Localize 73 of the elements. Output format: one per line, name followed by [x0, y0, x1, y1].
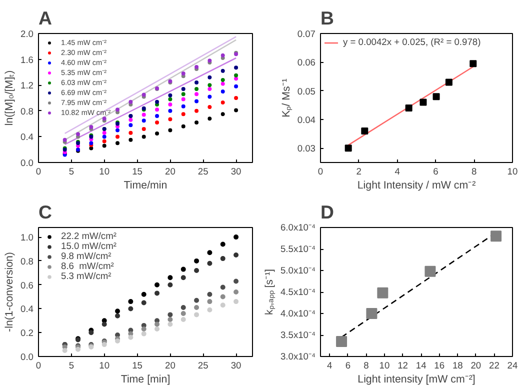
y-tick-label: 4.0x10⁻⁴	[280, 308, 316, 318]
y-axis-title: -ln(1-conversion)	[4, 252, 16, 332]
y-tick-label: 0.0	[20, 158, 34, 168]
x-tick-label: 20	[165, 166, 176, 176]
legend-label: y = 0.0042x + 0.025, (R² = 0.978)	[343, 37, 481, 47]
x-tick-label: 0	[318, 166, 324, 176]
chart-title: D	[320, 202, 334, 222]
x-tick-label: 6	[433, 166, 438, 176]
x-tick-label: 20	[165, 360, 176, 370]
y-tick-label: 0.4	[20, 132, 34, 142]
x-tick-label: 15	[132, 166, 142, 176]
x-tick-label: 15	[132, 360, 142, 370]
x-tick-label: 14	[416, 360, 426, 370]
legend-label: 9.8 mW/cm²	[61, 251, 112, 261]
x-tick-label: 18	[452, 360, 463, 370]
x-tick-label: 10	[99, 166, 110, 176]
x-axis-title: Time [min]	[120, 374, 170, 386]
chart-title: A	[38, 8, 52, 28]
x-tick-label: 8	[472, 166, 477, 176]
x-tick-label: 4	[327, 360, 332, 370]
x-axis-title: Light intensity [mW cm⁻²]	[358, 374, 476, 386]
x-tick-label: 5	[68, 166, 74, 176]
legend-label: 15.0 mW/cm²	[61, 241, 116, 251]
y-tick-label: 2.0	[20, 29, 34, 39]
y-tick-label: 0.07	[297, 29, 316, 39]
y-tick-label: 0.05	[297, 86, 316, 96]
y-axis-title: kₚ,ₐₚₚ [s⁻¹]	[263, 268, 276, 316]
y-tick-label: 4.5x10⁻⁴	[280, 287, 316, 297]
legend-label: 5.3 mW/cm²	[61, 271, 112, 281]
x-tick-label: 20	[470, 360, 482, 370]
x-tick-label: 30	[230, 166, 242, 176]
x-tick-label: 25	[198, 360, 208, 370]
x-tick-label: 30	[230, 360, 242, 370]
y-axis-title: Kₚ/ Ms⁻¹	[280, 78, 292, 118]
x-tick-label: 0	[36, 360, 42, 370]
x-tick-label: 6	[345, 360, 351, 370]
x-tick-label: 24	[507, 360, 518, 370]
chart-title: C	[38, 202, 52, 222]
y-tick-label: 0.6	[20, 280, 34, 290]
y-tick-label: 0.4	[20, 304, 34, 314]
y-tick-label: 6.0x10⁻⁴	[280, 222, 316, 232]
x-axis-title: Time/min	[124, 180, 168, 192]
y-tick-label: 0.06	[297, 58, 316, 68]
y-tick-label: 1.6	[20, 54, 34, 65]
x-tick-label: 8	[364, 360, 369, 370]
y-tick-label: 3.5x10⁻⁴	[280, 330, 316, 340]
y-tick-label: 5.0x10⁻⁴	[280, 266, 316, 276]
y-tick-label: 0.03	[297, 144, 316, 154]
y-tick-label: 0.2	[20, 328, 34, 338]
x-tick-label: 0	[36, 166, 42, 176]
y-tick-label: 0.04	[297, 115, 316, 125]
legend-label: 8.6 mW/cm²	[61, 261, 114, 271]
x-tick-label: 10	[99, 360, 110, 370]
y-tick-label: 0.8	[20, 256, 34, 266]
x-tick-label: 5	[68, 360, 74, 370]
chart-title: B	[320, 8, 334, 28]
x-tick-label: 22	[489, 360, 500, 370]
x-tick-label: 25	[198, 166, 208, 176]
y-tick-label: 0.8	[20, 106, 34, 116]
x-tick-label: 16	[434, 360, 445, 370]
legend-label: 22.2 mW/cm²	[61, 231, 116, 241]
y-tick-label: 1.2	[20, 80, 34, 91]
x-tick-label: 10	[507, 166, 518, 176]
x-tick-label: 12	[398, 360, 408, 370]
x-tick-label: 4	[394, 166, 400, 176]
y-tick-label: 5.5x10⁻⁴	[280, 244, 316, 254]
x-tick-label: 2	[356, 166, 362, 176]
y-tick-label: 3.0x10⁻⁴	[280, 352, 316, 362]
y-tick-label: 1.0	[20, 232, 34, 243]
y-axis-title: ln([M]₀/[M]ₜ)	[4, 70, 16, 126]
y-tick-label: 0.0	[20, 352, 34, 362]
x-axis-title: Light Intensity / mW cm⁻²	[357, 180, 476, 192]
x-tick-label: 10	[379, 360, 390, 370]
